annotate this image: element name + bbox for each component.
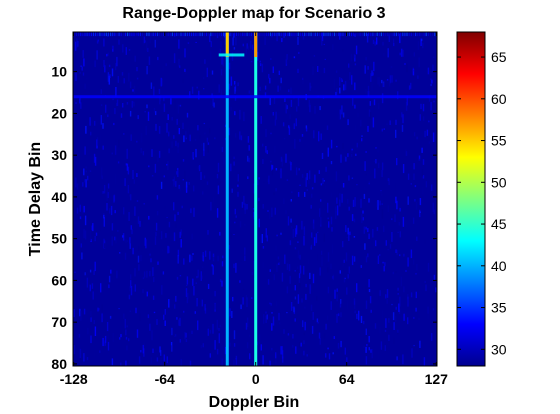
- doppler-stripe: [225, 32, 229, 366]
- colorbar-tick-label: 35: [491, 300, 507, 316]
- plot-frame: [72, 31, 438, 367]
- colorbar: [456, 31, 486, 367]
- x-tick-label: 127: [425, 371, 449, 387]
- y-axis: 10 20 30 40 50 60 70 80: [51, 64, 437, 372]
- delay-band: [218, 53, 245, 57]
- noise-layer: [73, 32, 437, 366]
- y-axis-label: Time Delay Bin: [27, 142, 44, 256]
- delay-band: [73, 95, 437, 99]
- x-axis: -128 -64 0 64 127: [60, 32, 448, 387]
- doppler-stripe-peak: [254, 32, 258, 58]
- heatmap: [73, 32, 437, 366]
- x-tick-label: 64: [339, 371, 355, 387]
- x-tick-label: 0: [252, 371, 260, 387]
- x-tick-label: -128: [60, 371, 88, 387]
- colorbar-tick-label: 50: [491, 174, 507, 190]
- y-tick-label: 10: [51, 64, 67, 80]
- chart-title: Range-Doppler map for Scenario 3: [122, 5, 385, 22]
- colorbar-tick-label: 45: [491, 216, 507, 232]
- y-tick-label: 30: [51, 147, 67, 163]
- y-tick-label: 20: [51, 105, 67, 121]
- feature-layer: [73, 32, 437, 366]
- y-tick-label: 50: [51, 231, 67, 247]
- colorbar-ticks: 30 35 40 45 50 55 60 65: [457, 49, 507, 357]
- y-tick-label: 80: [51, 356, 67, 372]
- doppler-stripe-peak: [225, 32, 229, 58]
- colorbar-tick-label: 55: [491, 133, 507, 149]
- doppler-stripe: [254, 32, 258, 366]
- x-tick-label: -64: [155, 371, 175, 387]
- y-tick-label: 40: [51, 189, 67, 205]
- colorbar-tick-label: 30: [491, 341, 507, 357]
- x-axis-label: Doppler Bin: [209, 394, 300, 411]
- colorbar-tick-label: 65: [491, 49, 507, 65]
- y-tick-label: 70: [51, 314, 67, 330]
- colorbar-tick-label: 40: [491, 258, 507, 274]
- y-tick-label: 60: [51, 272, 67, 288]
- colorbar-tick-label: 60: [491, 91, 507, 107]
